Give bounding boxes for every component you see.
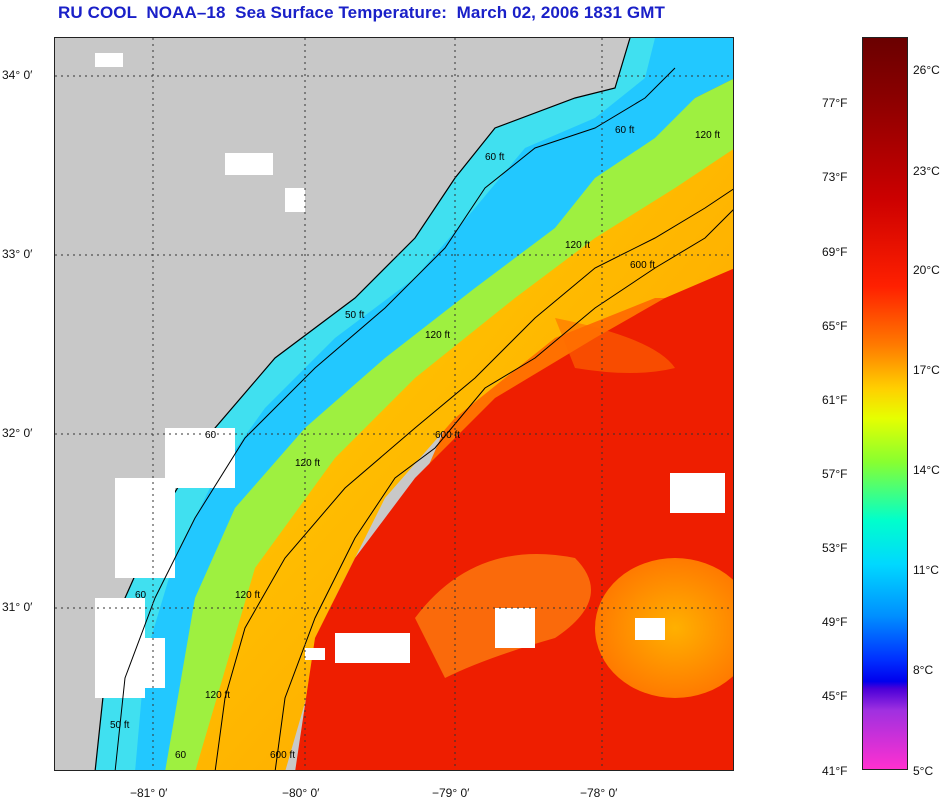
- contour-label: 60: [205, 430, 217, 441]
- graticule: [55, 38, 733, 770]
- contour-120ft: [214, 188, 733, 770]
- latitude-label: 33° 0′: [2, 247, 33, 261]
- contour-600ft: [274, 209, 733, 770]
- contour-label: 60: [175, 750, 187, 761]
- longitude-label: −80° 0′: [282, 786, 320, 800]
- coastline-land: [55, 38, 630, 770]
- colorbar-celsius-label: 14°C: [913, 463, 940, 477]
- colorbar-fahrenheit-label: 41°F: [822, 764, 848, 778]
- contour-label: 120 ft: [235, 590, 260, 601]
- cloud-masks: [95, 53, 725, 698]
- colorbar-fahrenheit-label: 45°F: [822, 689, 848, 703]
- colorbar-celsius-label: 5°C: [913, 764, 934, 778]
- nearshore-water: [95, 38, 655, 770]
- colorbar-fahrenheit-label: 57°F: [822, 467, 848, 481]
- colorbar-celsius-label: 23°C: [913, 164, 940, 178]
- longitude-label: −81° 0′: [130, 786, 168, 800]
- latitude-label: 34° 0′: [2, 68, 33, 82]
- contour-label: 600 ft: [630, 260, 655, 271]
- map-title: RU COOL NOAA–18 Sea Surface Temperature:…: [58, 3, 665, 22]
- sst-map[interactable]: 60 ft 120 ft 600 ft 120 ft 50 ft 120 ft …: [54, 37, 734, 771]
- contour-label: 50 ft: [110, 720, 130, 731]
- contour-label: 120 ft: [565, 240, 590, 251]
- depth-contours: [114, 67, 733, 770]
- contour-label: 120 ft: [425, 330, 450, 341]
- contour-label: 600 ft: [435, 430, 460, 441]
- contour-label: 120 ft: [295, 458, 320, 469]
- latitude-label: 31° 0′: [2, 600, 33, 614]
- colorbar-fahrenheit-label: 69°F: [822, 245, 848, 259]
- longitude-label: −79° 0′: [432, 786, 470, 800]
- colorbar-celsius-label: 17°C: [913, 363, 940, 377]
- contour-label: 60 ft: [615, 125, 635, 136]
- temperature-colorbar: [862, 37, 908, 770]
- colorbar-fahrenheit-label: 73°F: [822, 170, 848, 184]
- colorbar-celsius-label: 8°C: [913, 663, 934, 677]
- latitude-label: 32° 0′: [2, 426, 33, 440]
- sst-map-image: 60 ft 120 ft 600 ft 120 ft 50 ft 120 ft …: [55, 38, 733, 770]
- colorbar-fahrenheit-label: 61°F: [822, 393, 848, 407]
- coastal-cold-water: [95, 38, 733, 770]
- colorbar-celsius-label: 11°C: [913, 563, 939, 577]
- colorbar-fahrenheit-label: 49°F: [822, 615, 848, 629]
- water-swirl: [555, 318, 675, 373]
- contour-label: 60 ft: [485, 152, 505, 163]
- contour-label: 120 ft: [205, 690, 230, 701]
- colorbar-celsius-label: 20°C: [913, 263, 940, 277]
- shelf-warm-band: [145, 118, 733, 770]
- contour-label: 50 ft: [345, 310, 365, 321]
- contour-label: 60: [135, 590, 147, 601]
- contour-label: 600 ft: [270, 750, 295, 761]
- colorbar-fahrenheit-label: 65°F: [822, 319, 848, 333]
- colorbar-fahrenheit-label: 77°F: [822, 96, 848, 110]
- colorbar-fahrenheit-label: 53°F: [822, 541, 848, 555]
- longitude-label: −78° 0′: [580, 786, 618, 800]
- colorbar-celsius-label: 26°C: [913, 63, 940, 77]
- contour-label: 120 ft: [695, 130, 720, 141]
- contour-60ft: [114, 67, 676, 770]
